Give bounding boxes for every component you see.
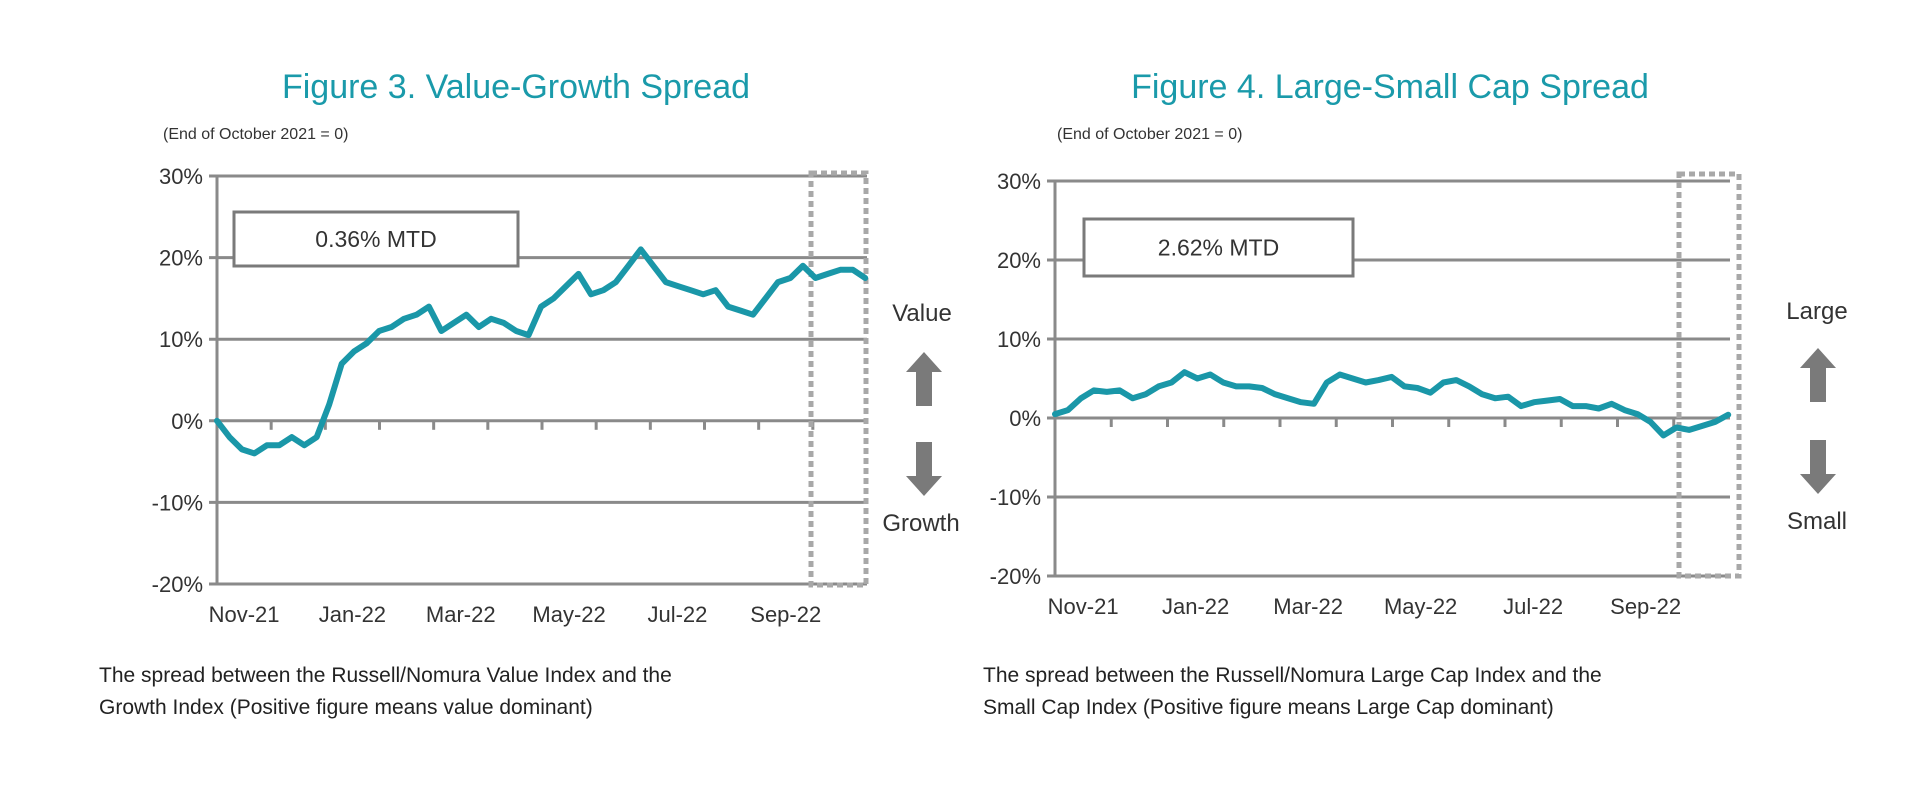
- caption-line-2: Growth Index (Positive figure means valu…: [99, 696, 593, 719]
- y-tick-label: 20%: [997, 248, 1041, 273]
- y-tick-label: 10%: [997, 327, 1041, 352]
- y-tick-label: 0%: [171, 409, 203, 434]
- y-tick-label: -10%: [152, 490, 203, 515]
- up-arrow-icon: [1800, 348, 1836, 402]
- chart-subtitle: (End of October 2021 = 0): [163, 126, 349, 143]
- x-tick-label: May-22: [1384, 594, 1457, 619]
- down-arrow-icon: [1800, 440, 1836, 494]
- chart-title: Figure 3. Value-Growth Spread: [281, 68, 751, 106]
- down-arrow-icon: [906, 442, 942, 496]
- mtd-annotation: 2.62% MTD: [1158, 235, 1279, 261]
- y-tick-label: -10%: [990, 485, 1041, 510]
- value-label: Value: [892, 300, 952, 327]
- x-tick-label: Mar-22: [1273, 594, 1343, 619]
- x-tick-label: Nov-21: [209, 602, 280, 627]
- x-tick-label: Jul-22: [1503, 594, 1563, 619]
- spread-line: [214, 246, 869, 457]
- x-tick-label: May-22: [532, 602, 605, 627]
- small-label: Small: [1786, 508, 1848, 535]
- mtd-annotation: 0.36% MTD: [315, 226, 436, 252]
- x-tick-label: Jan-22: [319, 602, 386, 627]
- x-tick-label: Jan-22: [1162, 594, 1229, 619]
- caption-line-2: Small Cap Index (Positive figure means L…: [983, 696, 1554, 719]
- caption-line-1: The spread between the Russell/Nomura Va…: [99, 664, 672, 687]
- x-tick-label: Jul-22: [647, 602, 707, 627]
- growth-label: Growth: [882, 510, 960, 537]
- y-tick-label: 30%: [997, 169, 1041, 194]
- y-tick-label: 20%: [159, 246, 203, 271]
- y-tick-label: 0%: [1009, 406, 1041, 431]
- mtd-box: [1082, 217, 1355, 278]
- y-tick-label: 10%: [159, 327, 203, 352]
- spread-line: [1052, 369, 1732, 439]
- x-tick-label: Sep-22: [1610, 594, 1681, 619]
- chart-title: Figure 4. Large-Small Cap Spread: [1131, 68, 1649, 106]
- y-tick-label: -20%: [990, 564, 1041, 589]
- october-highlight-box: [1676, 171, 1742, 579]
- chart-subtitle: (End of October 2021 = 0): [1057, 126, 1243, 143]
- large-label: Large: [1786, 298, 1848, 325]
- x-tick-label: Sep-22: [750, 602, 821, 627]
- up-arrow-icon: [906, 352, 942, 406]
- x-tick-label: Mar-22: [426, 602, 496, 627]
- mtd-box: [232, 210, 520, 268]
- october-highlight-box: [808, 170, 869, 588]
- x-tick-label: Nov-21: [1048, 594, 1119, 619]
- y-tick-label: 30%: [159, 164, 203, 189]
- y-tick-label: -20%: [152, 572, 203, 597]
- caption-line-1: The spread between the Russell/Nomura La…: [983, 664, 1602, 687]
